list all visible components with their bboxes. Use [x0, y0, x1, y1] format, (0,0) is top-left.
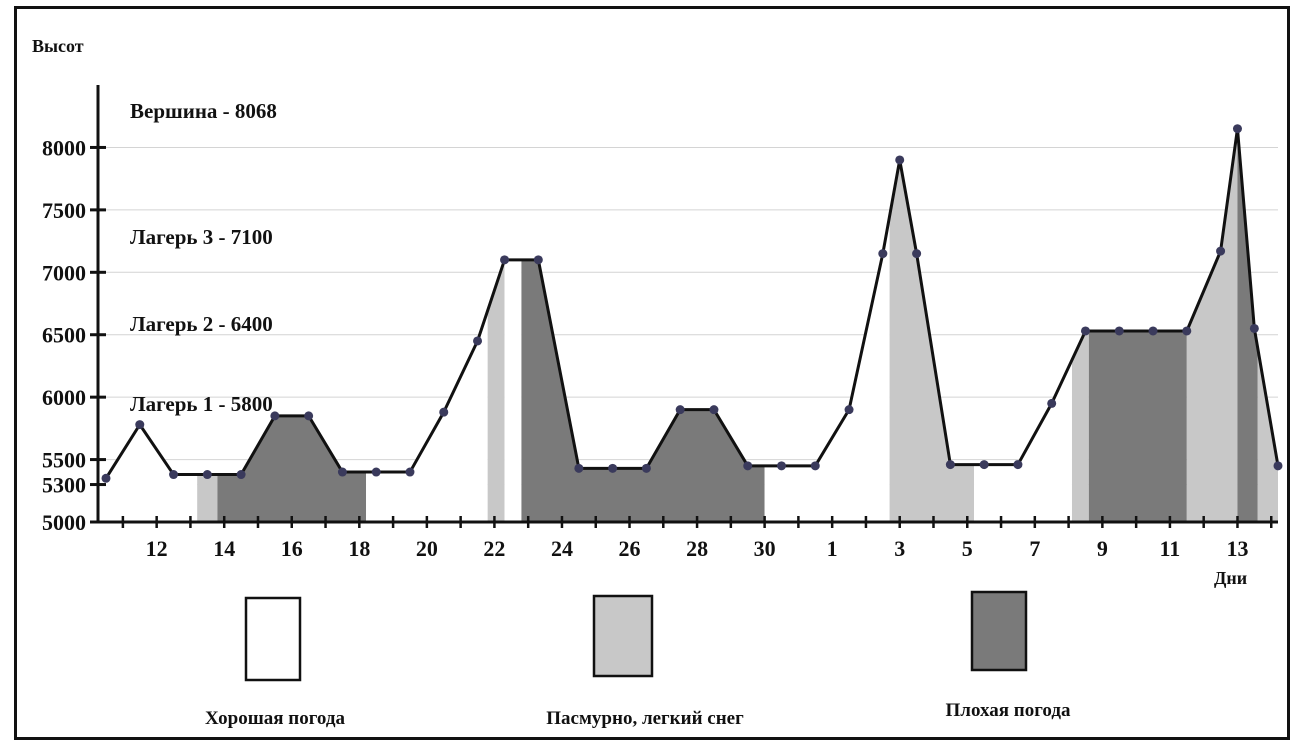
- y-tick-label: 5000: [42, 510, 86, 535]
- data-point: [1080, 326, 1090, 336]
- data-point: [1216, 246, 1226, 256]
- x-tick-label: 18: [348, 536, 370, 561]
- data-point: [979, 460, 989, 470]
- annotation-label: Лагерь 3 - 7100: [130, 225, 273, 249]
- legend-swatch-good: [244, 596, 302, 682]
- data-point: [895, 155, 905, 165]
- weather-segment-overcast: [889, 159, 975, 522]
- weather-segment-bad: [1237, 128, 1258, 522]
- data-point: [202, 470, 212, 480]
- legend-label-bad: Плохая погода: [946, 700, 1071, 721]
- annotation-label: Лагерь 2 - 6400: [130, 312, 273, 336]
- x-tick-label: 5: [962, 536, 973, 561]
- legend-swatch-overcast: [592, 594, 654, 678]
- data-point: [1249, 323, 1259, 333]
- data-point: [169, 470, 179, 480]
- y-tick-label: 7500: [42, 198, 86, 223]
- y-tick-label: 8000: [42, 135, 86, 160]
- data-point: [439, 407, 449, 417]
- data-point: [675, 405, 685, 415]
- legend-label-good: Хорошая погода: [205, 708, 345, 729]
- x-axis-title: Дни: [1214, 568, 1247, 588]
- x-tick-label: 24: [551, 536, 573, 561]
- annotations: Вершина - 8068 Лагерь 3 - 7100 Лагерь 2 - …: [130, 99, 277, 416]
- data-point: [608, 463, 618, 473]
- data-point: [1182, 326, 1192, 336]
- data-point: [1114, 326, 1124, 336]
- weather-segment-good: [764, 216, 890, 522]
- weather-segment-overcast: [197, 474, 218, 522]
- data-point: [743, 461, 753, 471]
- data-point: [912, 249, 922, 259]
- weather-segment-good: [504, 259, 522, 522]
- weather-segment-good: [106, 424, 198, 522]
- x-tick-label: 9: [1097, 536, 1108, 561]
- weather-segment-overcast: [487, 259, 505, 522]
- data-point: [270, 411, 280, 421]
- data-point: [236, 470, 246, 480]
- weather-segment-overcast: [1257, 348, 1278, 522]
- y-tick-label: 5300: [42, 473, 86, 498]
- weather-segment-bad: [217, 415, 367, 522]
- data-point: [844, 405, 854, 415]
- legend-swatch-bad: [970, 590, 1028, 672]
- y-tick-label: 7000: [42, 260, 86, 285]
- data-point: [1273, 461, 1283, 471]
- x-tick-label: 14: [213, 536, 235, 561]
- x-tick-label: 13: [1226, 536, 1248, 561]
- x-tick-label: 11: [1160, 536, 1181, 561]
- weather-segment-bad: [1088, 330, 1187, 522]
- data-point: [810, 461, 820, 471]
- data-point: [405, 467, 415, 477]
- x-tick-label: 20: [416, 536, 438, 561]
- data-point: [1148, 326, 1158, 336]
- x-tick-label: 28: [686, 536, 708, 561]
- data-point: [709, 405, 719, 415]
- data-point: [1047, 398, 1057, 408]
- x-tick-label: 26: [619, 536, 641, 561]
- data-point: [101, 473, 111, 483]
- y-axis-title: Высот: [32, 36, 84, 56]
- data-point: [641, 463, 651, 473]
- data-point: [371, 467, 381, 477]
- data-point: [304, 411, 314, 421]
- data-point: [337, 467, 347, 477]
- data-point: [533, 255, 543, 265]
- x-tick-label: 1: [827, 536, 838, 561]
- y-tick-label: 5500: [42, 448, 86, 473]
- weather-segment-good: [974, 359, 1072, 522]
- data-point: [878, 249, 888, 259]
- data-point: [135, 420, 145, 430]
- legend-label-overcast: Пасмурно, легкий снег: [546, 708, 744, 729]
- x-tick-label: 7: [1029, 536, 1040, 561]
- legend: Хорошая погода Пасмурно, легкий снег Плоха…: [205, 590, 1071, 729]
- data-point: [1232, 124, 1242, 134]
- data-point: [777, 461, 787, 471]
- x-tick-label: 3: [894, 536, 905, 561]
- weather-segment-good: [366, 310, 488, 522]
- altitude-line: [104, 127, 1280, 480]
- data-point: [945, 460, 955, 470]
- y-tick-label: 6000: [42, 385, 86, 410]
- data-point: [574, 463, 584, 473]
- annotation-label: Вершина - 8068: [130, 99, 277, 123]
- weather-segment-overcast: [1071, 330, 1089, 522]
- x-tick-label: 30: [754, 536, 776, 561]
- data-point: [1013, 460, 1023, 470]
- weather-segment-bad: [521, 259, 765, 522]
- x-tick-label: 12: [146, 536, 168, 561]
- x-tick-label: 22: [483, 536, 505, 561]
- y-tick-label: 6500: [42, 323, 86, 348]
- weather-area-fills: [106, 128, 1278, 522]
- data-point: [500, 255, 510, 265]
- x-tick-label: 16: [281, 536, 303, 561]
- data-point: [473, 336, 483, 346]
- altitude-series: [101, 124, 1283, 483]
- annotation-label: Лагерь 1 - 5800: [130, 392, 273, 416]
